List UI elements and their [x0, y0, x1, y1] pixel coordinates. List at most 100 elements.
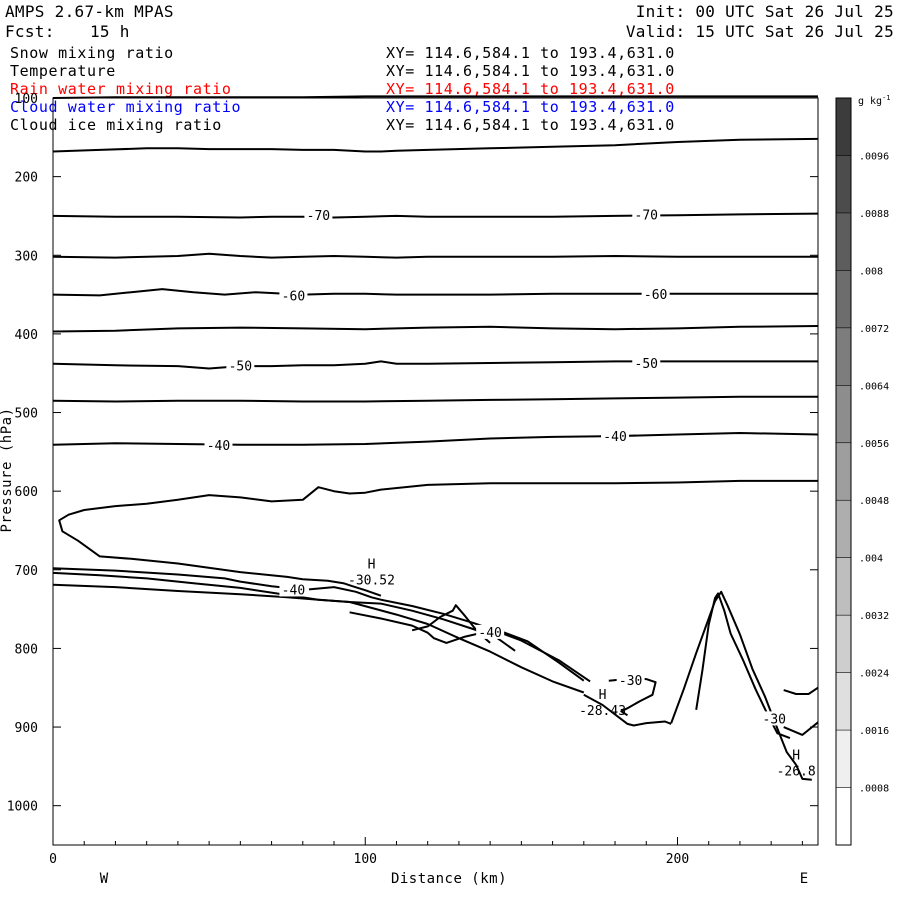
colorbar-tick-label: .0024 — [859, 669, 889, 680]
contour-label-mask — [760, 711, 789, 726]
temperature-contour-line — [783, 721, 819, 736]
legend-xy-rain: XY= 114.6,584.1 to 193.4,631.0 — [386, 80, 675, 98]
model-title: AMPS 2.67-km MPAS — [5, 2, 174, 21]
x-axis-west-label: W — [100, 871, 109, 887]
temperature-contour-line — [52, 395, 818, 403]
colorbar-segment — [836, 672, 851, 731]
colorbar-segment — [836, 385, 851, 444]
temperature-contour-line — [52, 288, 818, 297]
valid-time: Valid: 15 UTC Sat 26 Jul 25 — [625, 22, 894, 41]
temperature-contour-line — [411, 604, 491, 644]
top-boundary-line — [52, 95, 818, 99]
contour-label: -40 — [603, 430, 626, 445]
y-tick-label: 100 — [15, 92, 38, 107]
colorbar-tick-label: .008 — [859, 266, 883, 277]
colorbar-frame — [835, 97, 852, 846]
temperature-contour-line — [783, 686, 819, 695]
contour-label: -50 — [229, 359, 252, 374]
colorbar-tick-label: .0032 — [859, 611, 889, 622]
forecast-hour: 15 h — [90, 22, 130, 41]
colorbar-tick-label: .0072 — [859, 324, 889, 335]
chart-axes: 100 200 300 400 500 600 700 800 900 1000 0 100 200 — [7, 92, 819, 867]
colorbar-tick-label: .0016 — [859, 726, 889, 737]
contour-label: -60 — [644, 288, 667, 303]
legend-xy-snow: XY= 114.6,584.1 to 193.4,631.0 — [386, 44, 675, 62]
colorbar-segment — [836, 730, 851, 789]
contour-labels: -70 -70-60 -60-50 -50-40-40-40-40-30-30H-30… — [204, 207, 816, 779]
forecast-label: Fcst: — [5, 22, 55, 41]
x-tick-label: 100 — [354, 852, 377, 867]
legend-label-temperature: Temperature — [10, 62, 116, 80]
colorbar-unit: g kg-1 — [858, 94, 891, 107]
colorbar-segment — [836, 327, 851, 386]
legend-xy-temperature: XY= 114.6,584.1 to 193.4,631.0 — [386, 62, 675, 80]
y-tick-label: 200 — [15, 171, 38, 186]
colorbar-segment — [836, 442, 851, 501]
contour-label-mask — [204, 437, 233, 452]
x-tick-label: 0 — [49, 852, 57, 867]
contour-label-mask — [304, 208, 333, 223]
colorbar: g kg-1 .0096 .0088 .008 .0072 .0064 .0056 .004… — [835, 94, 891, 846]
extremum-symbol: H — [368, 557, 376, 572]
temperature-contour-line — [670, 590, 812, 781]
legend-label-cloud-ice: Cloud ice mixing ratio — [10, 116, 222, 134]
y-tick-label: 400 — [15, 328, 38, 343]
contour-label-mask — [632, 355, 661, 370]
temperature-contour-line — [52, 252, 818, 259]
contour-label-mask — [601, 429, 630, 444]
extremum-value: -26.8 — [777, 764, 816, 779]
init-time: Init: 00 UTC Sat 26 Jul 25 — [635, 2, 894, 21]
y-tick-label: 800 — [15, 642, 38, 657]
colorbar-segment — [836, 615, 851, 674]
colorbar-tick-label: .004 — [859, 554, 883, 565]
contour-label: -30 — [763, 712, 786, 727]
temperature-contours — [52, 95, 819, 781]
colorbar-segment — [836, 557, 851, 616]
legend-label-rain: Rain water mixing ratio — [10, 80, 232, 98]
contour-label-mask — [616, 672, 645, 687]
temperature-contour-line — [52, 583, 516, 652]
legend-xy-cloud-water: XY= 114.6,584.1 to 193.4,631.0 — [386, 98, 675, 116]
temperature-contour-line — [52, 432, 819, 446]
colorbar-segment — [836, 500, 851, 559]
colorbar-segment — [836, 270, 851, 329]
colorbar-tick-label: .0088 — [859, 209, 889, 220]
contour-label-mask — [641, 286, 670, 301]
colorbar-segment — [836, 212, 851, 271]
y-tick-label: 900 — [15, 721, 38, 736]
y-tick-label: 300 — [15, 249, 38, 264]
contour-label: -50 — [635, 357, 658, 372]
temperature-contour-line — [58, 479, 818, 597]
colorbar-tick-label: .0056 — [859, 439, 889, 450]
temperature-contour-line — [349, 611, 585, 682]
colorbar-segment — [836, 787, 851, 846]
colorbar-tick-label: .0096 — [859, 151, 889, 162]
colorbar-tick-label: .0008 — [859, 784, 889, 795]
colorbar-segment — [836, 155, 851, 214]
plot-frame — [52, 97, 819, 846]
contour-label-mask — [476, 624, 505, 639]
extremum-value: -30.52 — [348, 573, 395, 588]
x-axis-east-label: E — [800, 871, 808, 887]
colorbar-tick-label: .0064 — [859, 381, 889, 392]
y-axis-title: Pressure (hPa) — [0, 407, 15, 532]
y-tick-label: 500 — [15, 407, 38, 422]
contour-label: -70 — [307, 209, 330, 224]
temperature-contour-line — [308, 586, 591, 683]
legend-label-cloud-water: Cloud water mixing ratio — [10, 98, 242, 116]
contour-label: -40 — [282, 583, 305, 598]
contour-label: -70 — [635, 208, 658, 223]
contour-label-mask — [226, 358, 255, 373]
contour-label-mask — [279, 582, 308, 597]
y-tick-label: 700 — [15, 564, 38, 579]
extremum-symbol: H — [599, 688, 607, 703]
colorbar-segment — [836, 98, 851, 156]
legend-xy-cloud-ice: XY= 114.6,584.1 to 193.4,631.0 — [386, 116, 675, 134]
legend-label-snow: Snow mixing ratio — [10, 44, 174, 62]
contour-label-mask — [632, 207, 661, 222]
x-tick-label: 200 — [666, 852, 689, 867]
y-tick-label: 600 — [15, 485, 38, 500]
colorbar-unit-exponent: -1 — [882, 94, 890, 102]
extremum-symbol: H — [792, 748, 800, 763]
